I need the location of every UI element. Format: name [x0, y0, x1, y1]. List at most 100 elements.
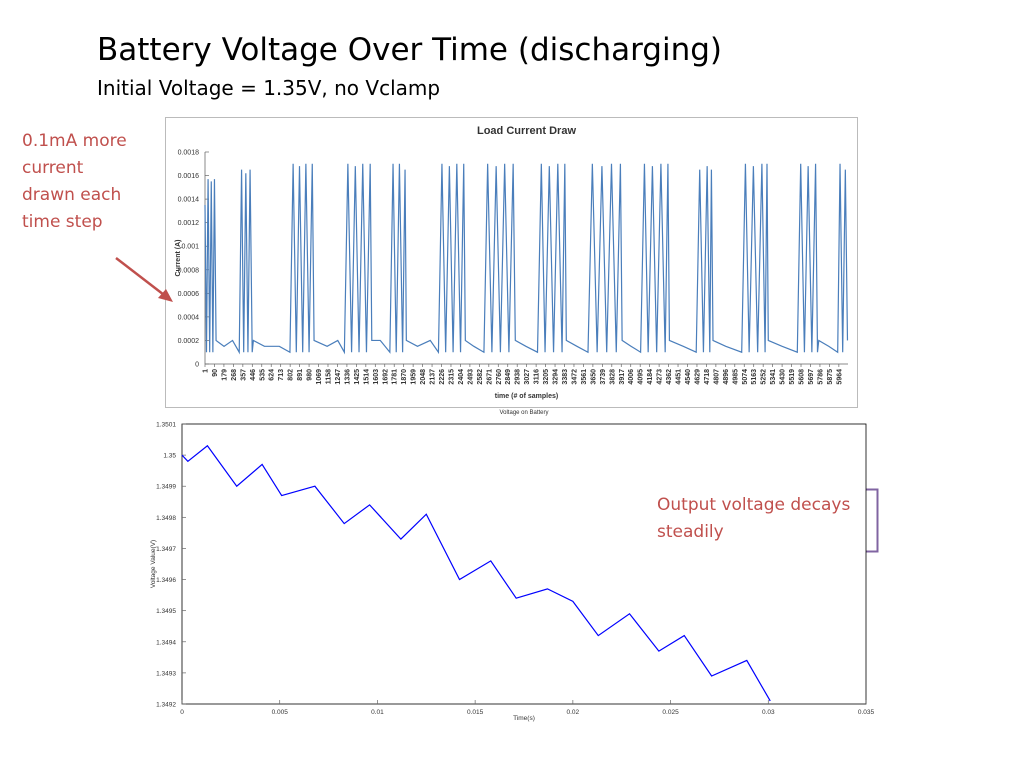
- x-tick-label: 2938: [515, 369, 522, 385]
- x-tick-label: 357: [240, 369, 247, 381]
- x-tick-label: 5875: [827, 369, 834, 385]
- x-axis-label: time (# of samples): [495, 393, 558, 400]
- x-tick-label: 1692: [382, 369, 389, 385]
- x-tick-label: 2671: [486, 369, 493, 385]
- y-axis-label: Voltage Value(V): [150, 540, 157, 588]
- x-tick-label: 535: [259, 369, 266, 381]
- x-tick-label: 1603: [373, 369, 380, 385]
- y-tick-label: 0.0018: [178, 150, 200, 157]
- y-tick-label: 1.3495: [156, 608, 176, 615]
- x-tick-label: 3650: [590, 369, 597, 385]
- x-tick-label: 3917: [619, 369, 626, 385]
- series-line: [181, 444, 771, 702]
- y-tick-label: 0.0016: [178, 173, 200, 180]
- x-tick-label: 1781: [392, 369, 399, 385]
- x-tick-label: 624: [269, 369, 276, 381]
- x-tick-label: 5074: [742, 369, 749, 385]
- x-tick-label: 4807: [713, 369, 720, 385]
- x-tick-label: 3294: [553, 369, 560, 385]
- x-tick-label: 0: [180, 709, 184, 716]
- x-tick-label: 5252: [761, 369, 768, 385]
- x-tick-label: 4184: [647, 369, 654, 385]
- y-tick-label: 0.001: [181, 244, 199, 251]
- x-tick-label: 5163: [751, 369, 758, 385]
- voltage-chart: Voltage on Battery Time(s) Voltage Value(V…: [150, 410, 875, 722]
- x-tick-label: 1870: [401, 369, 408, 385]
- x-tick-label: 2582: [477, 369, 484, 385]
- y-tick-label: 1.3497: [156, 546, 176, 553]
- x-tick-label: 2849: [505, 369, 512, 385]
- x-tick-label: 4629: [694, 369, 701, 385]
- chart-title: Voltage on Battery: [499, 410, 548, 416]
- y-tick-label: 0.0008: [178, 267, 200, 274]
- x-tick-label: 3205: [543, 369, 550, 385]
- x-tick-label: 1158: [325, 369, 332, 384]
- y-tick-label: 0.0006: [178, 291, 200, 298]
- x-tick-label: 3828: [609, 369, 616, 385]
- x-tick-label: 1069: [316, 369, 323, 385]
- x-tick-label: 3472: [571, 369, 578, 385]
- y-axis-label: Current (A): [175, 240, 182, 277]
- series-line: [204, 163, 849, 355]
- x-axis-label: Time(s): [513, 715, 535, 722]
- x-tick-label: 2404: [458, 369, 465, 385]
- x-tick-label: 4273: [657, 369, 664, 385]
- x-tick-label: 268: [231, 369, 238, 381]
- x-tick-label: 4985: [732, 369, 739, 385]
- y-tick-label: 0.0012: [178, 220, 200, 227]
- x-tick-label: 0.005: [272, 709, 289, 716]
- x-tick-label: 0.01: [371, 709, 384, 716]
- current-chart: Load Current Draw time (# of samples) Curr…: [175, 125, 849, 400]
- chart-title: Load Current Draw: [477, 125, 576, 137]
- x-tick-label: 5964: [836, 369, 843, 385]
- x-tick-label: 891: [297, 369, 304, 381]
- annotation: 0.1mA more current drawn each time step: [22, 131, 127, 232]
- x-tick-label: 2137: [430, 369, 437, 385]
- x-tick-label: 0.03: [762, 709, 775, 716]
- x-tick-label: 446: [250, 369, 257, 381]
- x-tick-label: 5519: [789, 369, 796, 385]
- x-tick-label: 0.015: [467, 709, 484, 716]
- x-tick-label: 179: [221, 369, 228, 381]
- x-tick-label: 5608: [799, 369, 806, 385]
- y-tick-label: 1.3499: [156, 484, 176, 491]
- x-tick-label: 3739: [600, 369, 607, 385]
- x-tick-label: 4095: [638, 369, 645, 385]
- x-tick-label: 3116: [534, 369, 541, 384]
- x-tick-label: 2226: [439, 369, 446, 385]
- y-tick-label: 1.3498: [156, 515, 176, 522]
- y-tick-label: 1.35: [163, 453, 176, 460]
- x-tick-label: 2048: [420, 369, 427, 385]
- x-tick-label: 3383: [562, 369, 569, 385]
- x-tick-label: 1247: [335, 369, 342, 385]
- y-tick-label: 1.3492: [156, 702, 176, 709]
- arrow: [115, 257, 169, 299]
- x-tick-label: 5786: [817, 369, 824, 385]
- x-tick-label: 3027: [524, 369, 531, 385]
- y-tick-label: 0: [195, 362, 199, 369]
- x-tick-label: 0.025: [662, 709, 679, 716]
- x-tick-label: 713: [278, 369, 285, 381]
- plot-frame: [181, 423, 867, 705]
- x-tick-label: 2760: [496, 369, 503, 385]
- x-tick-label: 2315: [448, 369, 455, 385]
- x-tick-label: 1425: [354, 369, 361, 385]
- y-tick-label: 0.0002: [178, 338, 200, 345]
- x-tick-label: 0.02: [567, 709, 580, 716]
- x-tick-label: 4896: [723, 369, 730, 385]
- x-tick-label: 3561: [581, 369, 588, 385]
- x-tick-label: 4006: [628, 369, 635, 385]
- x-tick-label: 4718: [704, 369, 711, 385]
- x-tick-label: 980: [307, 369, 314, 381]
- y-tick-label: 1.3496: [156, 577, 176, 584]
- x-tick-label: 5697: [808, 369, 815, 385]
- x-tick-label: 5341: [770, 369, 777, 385]
- arrow-head: [158, 289, 173, 302]
- y-tick-label: 1.3493: [156, 670, 176, 677]
- annotation: Output voltage decays steadily: [657, 495, 851, 542]
- y-tick-label: 1.3494: [156, 639, 176, 646]
- slide-title: Battery Voltage Over Time (discharging): [97, 32, 722, 68]
- x-tick-label: 1: [203, 369, 210, 373]
